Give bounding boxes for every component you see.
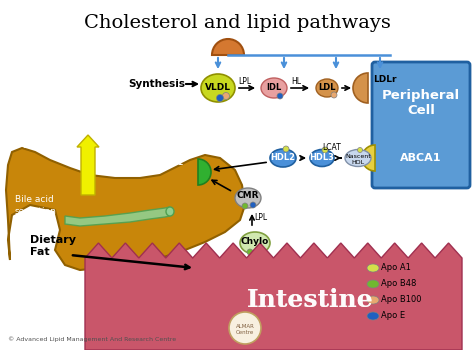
Ellipse shape [270,149,296,167]
Text: Apo A1: Apo A1 [381,264,411,273]
Circle shape [277,93,283,99]
Text: Apo B100: Apo B100 [381,295,421,304]
Text: IDL: IDL [266,84,282,92]
Text: ABCA1: ABCA1 [400,153,442,163]
Wedge shape [362,145,375,171]
Circle shape [250,202,256,208]
Polygon shape [85,243,462,350]
Circle shape [283,146,289,152]
Text: Bile acid
secretion: Bile acid secretion [15,195,57,216]
Text: LCAT: LCAT [322,143,341,152]
Text: Synthesis: Synthesis [128,79,185,89]
Wedge shape [353,73,368,103]
Circle shape [217,94,224,101]
Circle shape [331,92,337,98]
Text: Chylo: Chylo [241,238,269,246]
Text: LPL: LPL [238,77,251,86]
Text: HDL3: HDL3 [310,154,334,162]
Ellipse shape [240,232,270,254]
Ellipse shape [235,188,261,208]
Ellipse shape [166,207,174,216]
Text: Intestine: Intestine [247,288,373,312]
Circle shape [255,249,261,255]
Text: }: } [115,72,131,96]
Ellipse shape [345,149,371,167]
Text: Nascent: Nascent [345,154,371,159]
Text: Apoprotein: Apoprotein [30,88,92,98]
Text: Apo B48: Apo B48 [381,280,417,288]
Ellipse shape [367,312,379,320]
Text: Cholesterol and lipid pathways: Cholesterol and lipid pathways [84,14,390,32]
Text: Intestine: Intestine [247,288,373,312]
Text: Cell: Cell [407,104,435,117]
Wedge shape [212,39,244,55]
Text: Dietary
Cholesterol
Triglycerides: Dietary Cholesterol Triglycerides [15,115,63,148]
Circle shape [242,203,248,209]
Ellipse shape [261,78,287,98]
Circle shape [322,147,328,153]
Circle shape [222,92,229,99]
Text: Peripheral: Peripheral [382,89,460,101]
Text: Centre: Centre [236,330,254,336]
Text: Apo E: Apo E [381,312,405,321]
FancyBboxPatch shape [372,62,470,188]
Ellipse shape [310,149,334,167]
Text: Triglyceride: Triglyceride [30,76,95,86]
Polygon shape [65,207,170,226]
Ellipse shape [367,264,379,272]
Text: Dietary
Fat: Dietary Fat [30,235,76,257]
Text: Cholesterol: Cholesterol [30,64,93,74]
Text: HDL: HDL [352,160,365,164]
Text: CMR: CMR [237,191,259,201]
Text: LPL: LPL [254,213,267,222]
Wedge shape [198,159,211,185]
Text: ALMAR: ALMAR [236,323,255,329]
Polygon shape [6,148,245,270]
Circle shape [261,249,267,255]
Ellipse shape [316,79,338,97]
Circle shape [247,249,253,255]
Text: HDL2: HDL2 [270,154,295,162]
Text: VLDL: VLDL [205,84,231,92]
Text: © Advanced Lipid Management And Research Centre: © Advanced Lipid Management And Research… [8,336,176,342]
Text: Liver: Liver [22,30,65,45]
FancyArrow shape [77,135,99,195]
Ellipse shape [201,74,235,102]
Text: HL: HL [291,77,301,86]
Text: SR-B1: SR-B1 [155,157,184,167]
Ellipse shape [367,280,379,288]
Circle shape [358,147,362,153]
Text: LDLr: LDLr [373,75,397,84]
Circle shape [229,312,261,344]
Text: LDLr: LDLr [160,127,189,137]
Ellipse shape [367,296,379,304]
Text: LDL: LDL [318,84,336,92]
